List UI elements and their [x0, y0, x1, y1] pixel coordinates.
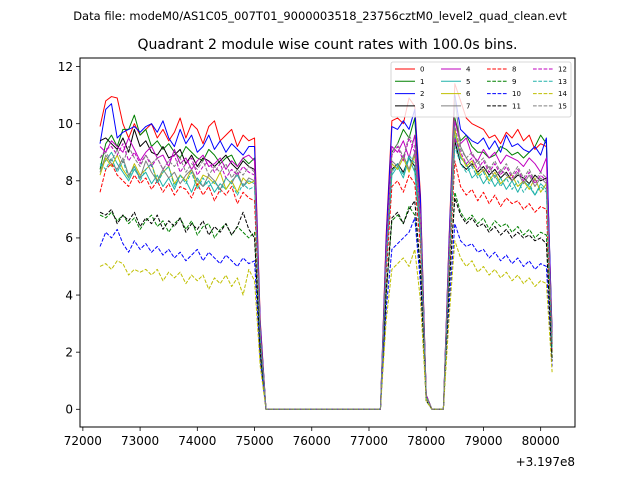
series-line-10 — [99, 217, 553, 410]
y-tick-label: 12 — [58, 60, 73, 74]
y-tick-label: 0 — [65, 403, 73, 417]
x-offset-label: +3.197e8 — [516, 455, 575, 469]
legend-label-1: 1 — [420, 78, 424, 86]
series-line-1 — [99, 114, 553, 410]
series-line-13 — [99, 146, 553, 410]
legend-label-0: 0 — [420, 66, 424, 74]
plot-lines — [99, 83, 553, 410]
chart-title: Quadrant 2 module wise count rates with … — [138, 37, 518, 53]
legend-label-4: 4 — [466, 66, 471, 74]
x-tick-label: 73000 — [121, 434, 159, 448]
series-line-4 — [99, 120, 553, 410]
x-tick-label: 72000 — [64, 434, 102, 448]
legend-label-10: 10 — [512, 90, 521, 98]
y-tick-label: 6 — [65, 231, 73, 245]
legend-box — [390, 61, 572, 118]
y-axis: 0 2 4 6 8 10 12 — [58, 60, 80, 417]
y-tick-label: 10 — [58, 117, 73, 131]
legend-label-15: 15 — [558, 102, 567, 110]
series-line-9 — [99, 191, 553, 410]
y-tick-label: 2 — [65, 345, 73, 359]
series-line-2 — [99, 94, 553, 410]
legend-label-9: 9 — [512, 78, 516, 86]
x-tick-label: 78000 — [407, 434, 445, 448]
legend-label-11: 11 — [512, 102, 521, 110]
x-axis: 72000 73000 74000 75000 76000 77000 78000 79000… — [64, 427, 560, 448]
data-file-suptitle: Data file: modeM0/AS1C05_007T01_90000035… — [73, 9, 567, 23]
series-line-14 — [99, 240, 553, 410]
axes-frame — [79, 57, 576, 428]
legend-label-3: 3 — [420, 102, 424, 110]
x-tick-label: 77000 — [350, 434, 388, 448]
legend-label-12: 12 — [558, 66, 567, 74]
legend-label-14: 14 — [558, 90, 567, 98]
y-tick-label: 8 — [65, 174, 73, 188]
x-tick-label: 79000 — [464, 434, 502, 448]
legend-label-13: 13 — [558, 78, 567, 86]
x-tick-label: 80000 — [522, 434, 560, 448]
legend-label-5: 5 — [466, 78, 470, 86]
legend-label-6: 6 — [466, 90, 471, 98]
series-line-8 — [99, 160, 553, 410]
x-tick-label: 74000 — [178, 434, 216, 448]
x-tick-label: 75000 — [235, 434, 273, 448]
legend-label-7: 7 — [466, 102, 470, 110]
legend-label-2: 2 — [420, 90, 424, 98]
y-tick-label: 4 — [65, 288, 73, 302]
x-tick-label: 76000 — [293, 434, 331, 448]
legend-label-8: 8 — [512, 66, 516, 74]
series-line-0 — [99, 83, 553, 410]
series-line-15 — [99, 126, 553, 410]
